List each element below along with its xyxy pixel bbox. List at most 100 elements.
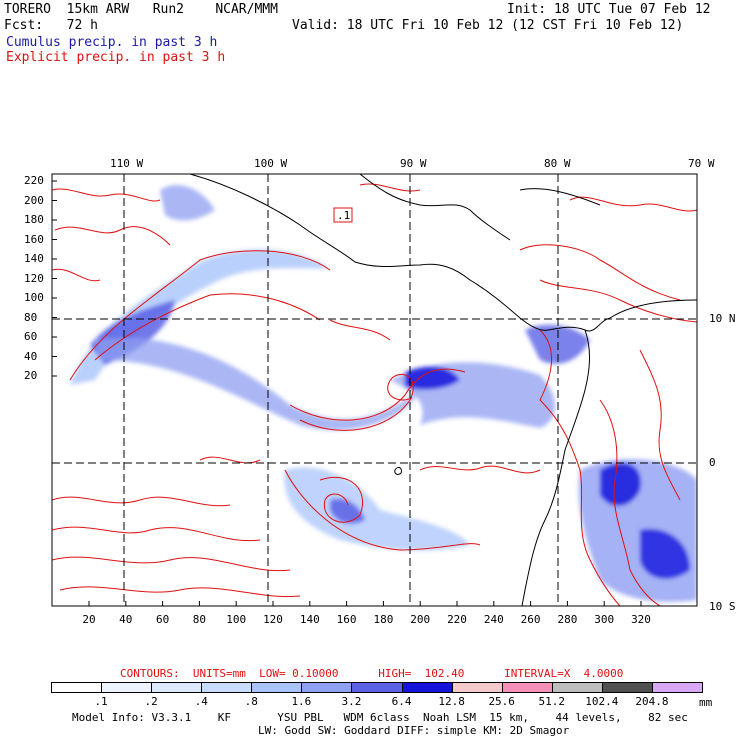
explicit-precip-contours [52, 183, 697, 606]
x-tick-label: 320 [631, 613, 651, 626]
cumulus-precip-label: Cumulus precip. in past 3 h [6, 35, 218, 50]
physics-info: LW: Godd SW: Goddard DIFF: simple KM: 2D… [258, 724, 570, 737]
map-label-box [333, 207, 353, 223]
x-tick-label: 300 [594, 613, 615, 626]
lat-label-0: 0 [709, 456, 716, 469]
contour-center-3 [329, 319, 391, 341]
x-tick-label: 60 [155, 613, 170, 626]
colorbar-label: 25.6 [488, 695, 515, 708]
contour-info: CONTOURS: UNITS=mm LOW= 0.10000 HIGH= 10… [120, 667, 624, 680]
contour-west-band [69, 250, 331, 381]
colorbar-swatch [101, 682, 153, 693]
x-tick-label: 260 [520, 613, 541, 626]
y-tick-label: 20 [24, 369, 38, 382]
colorbar-swatch [351, 682, 403, 693]
x-tick-label: 180 [373, 613, 394, 626]
colorbar-label: .1 [94, 695, 108, 708]
colorbar-label: 12.8 [438, 695, 465, 708]
y-tick-label: 40 [24, 349, 38, 363]
init-time: Init: 18 UTC Tue 07 Feb 12 [507, 2, 711, 17]
model-info: Model Info: V3.3.1 KF YSU PBL WDM 6class… [72, 711, 688, 724]
x-tick-label: 100 [226, 613, 247, 626]
x-tick-label: 220 [447, 613, 467, 626]
model-title: TORERO 15km ARW Run2 NCAR/MMM [4, 2, 278, 17]
contour-south-swirl [319, 476, 364, 523]
precip-core-east [405, 366, 460, 390]
forecast-hour: Fcst: 72 h [4, 18, 98, 33]
precip-amazon-core [600, 462, 641, 506]
precip-south-core [330, 498, 365, 524]
contour-swirl [299, 373, 414, 431]
x-tick-label: 200 [410, 613, 431, 626]
map-content [52, 174, 697, 606]
cumulus-precip-field [70, 185, 697, 602]
colorbar-label: 6.4 [391, 695, 412, 708]
contour-swirl-outer [289, 368, 466, 421]
colorbar-unit: mm [699, 696, 713, 709]
colorbar-swatch [451, 682, 503, 693]
contour-andes [599, 399, 661, 606]
colorbar-swatch [501, 682, 553, 693]
valid-time: Valid: 18 UTC Fri 10 Feb 12 (12 CST Fri … [292, 18, 684, 33]
contour-center-1 [199, 456, 261, 464]
coast-yucatan [359, 174, 511, 241]
colorbar-label: .2 [144, 695, 158, 708]
contour-nw-2 [54, 226, 171, 246]
contour-south-band [284, 469, 481, 551]
axis-ticks [52, 180, 642, 606]
precip-amazon-core-2 [640, 529, 690, 579]
map-frame [51, 173, 698, 607]
colorbar-label: .8 [244, 695, 258, 708]
y-tick-label: 140 [24, 252, 44, 265]
colorbar-swatch [601, 682, 653, 693]
colorbar-label: 1.6 [291, 695, 312, 708]
lon-label-80w: 80 W [544, 157, 571, 170]
latlon-grid [52, 174, 697, 606]
x-tick-label: 140 [299, 613, 320, 626]
precip-north-gulf [160, 185, 215, 221]
contour-nw-1 [52, 188, 161, 202]
contour-north-1 [359, 183, 421, 192]
lon-label-70w: 70 W [688, 157, 715, 170]
y-tick-label: 200 [24, 193, 44, 207]
contour-sw-3 [52, 556, 291, 572]
x-tick-label: 20 [82, 613, 96, 626]
colorbar-label: 204.8 [635, 695, 669, 708]
x-tick-label: 80 [192, 613, 207, 626]
contour-center-2 [419, 465, 541, 474]
contour-nw-3 [52, 268, 101, 282]
colorbar-label: 51.2 [538, 695, 566, 708]
contour-andes-2 [639, 349, 681, 501]
x-tick-label: 160 [336, 613, 357, 626]
coast-colombia-pacific [521, 329, 590, 606]
lon-label-100w: 100 W [254, 157, 288, 170]
colorbar-swatch [651, 682, 703, 693]
lon-label-110w: 110 W [110, 157, 144, 170]
x-tick-label: 40 [119, 613, 133, 626]
y-tick-label: 180 [24, 213, 44, 226]
explicit-precip-label: Explicit precip. in past 3 h [6, 50, 226, 65]
colorbar-label: 3.2 [341, 695, 362, 708]
precip-band-north-west [70, 249, 330, 385]
y-tick-label: 220 [24, 174, 44, 187]
colorbar-swatch [251, 682, 303, 693]
coast-caribbean [609, 299, 697, 319]
colorbar-swatch [551, 682, 603, 693]
contour-north-east-2 [539, 279, 697, 323]
y-tick-label: 160 [24, 232, 44, 246]
lon-label-90w: 90 W [400, 157, 427, 170]
contour-coast-colombia [539, 329, 621, 606]
contour-sw-2 [52, 526, 261, 542]
colorbar-swatch [301, 682, 353, 693]
x-tick-label: 280 [557, 613, 578, 626]
colorbar-swatch [401, 682, 453, 693]
contour-sw-1 [52, 496, 231, 507]
y-tick-label: 120 [24, 271, 44, 285]
colorbar-label: 102.4 [585, 695, 619, 708]
coast-mexico [189, 174, 549, 331]
y-tick-label: 100 [24, 291, 44, 304]
contour-west-band-inner [94, 293, 321, 361]
x-tick-label: 120 [263, 613, 283, 626]
y-tick-label: 60 [24, 330, 38, 343]
